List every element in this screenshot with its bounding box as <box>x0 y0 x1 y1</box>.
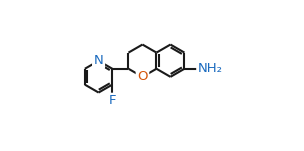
Text: F: F <box>109 95 116 108</box>
Text: O: O <box>137 70 148 83</box>
Text: F: F <box>109 94 116 107</box>
Text: N: N <box>94 54 103 67</box>
Text: NH₂: NH₂ <box>198 62 223 75</box>
Text: N: N <box>94 54 103 67</box>
